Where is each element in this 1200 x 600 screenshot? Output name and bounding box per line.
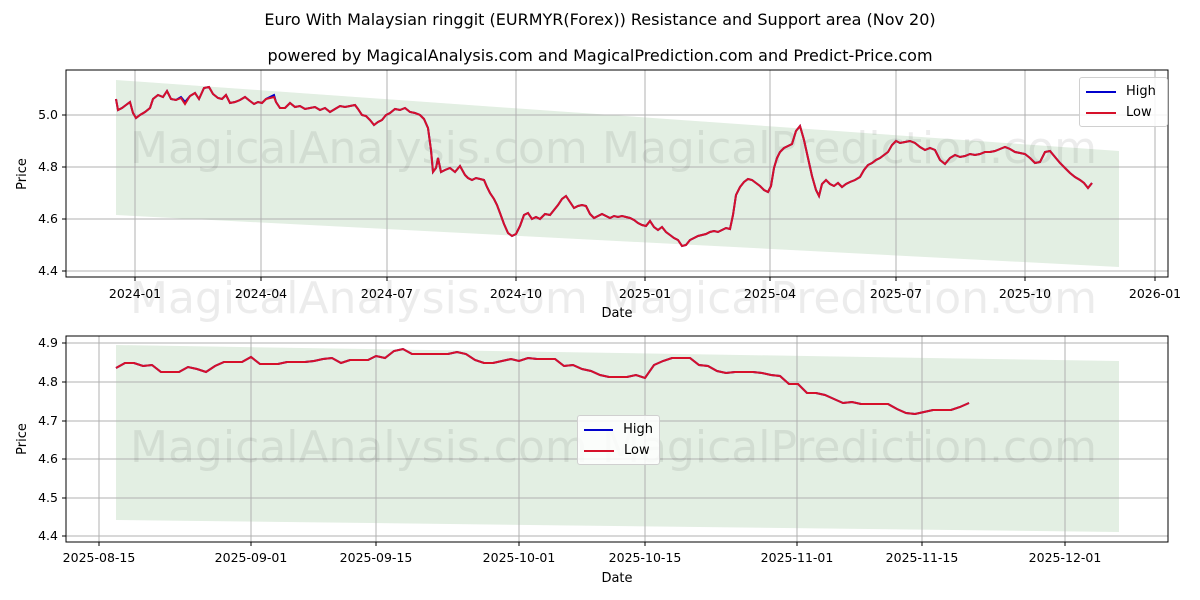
top-support-resistance-band [116, 80, 1119, 267]
top-xtick: 2026-01 [1129, 286, 1181, 301]
watermark-analysis: MagicalAnalysis.com [130, 123, 588, 174]
legend-entry-low: Low [584, 440, 653, 461]
bottom-xtick: 2025-10-01 [483, 550, 556, 565]
bottom-xtick: 2025-09-01 [215, 550, 288, 565]
bottom-legend: High Low [577, 415, 660, 465]
low-swatch-icon [1086, 111, 1116, 114]
bottom-xtick: 2025-11-01 [761, 550, 834, 565]
top-grid [66, 70, 1168, 277]
legend-entry-low: Low [1086, 102, 1161, 123]
bottom-ytick: 4.4 [38, 528, 58, 543]
top-low-line [115, 85, 1093, 248]
bottom-low-line [115, 347, 970, 416]
bottom-xtick: 2025-08-15 [63, 550, 136, 565]
bottom-xtick: 2025-09-15 [340, 550, 413, 565]
watermark-prediction-lower: MagicalPrediction.com [602, 273, 1097, 324]
bottom-xtick: 2025-10-15 [609, 550, 682, 565]
top-xtick: 2024-01 [109, 286, 161, 301]
legend-entry-high: High [1086, 81, 1161, 102]
top-xtick: 2025-04 [744, 286, 796, 301]
watermark-analysis-lower: MagicalAnalysis.com [130, 273, 588, 324]
low-swatch-icon [584, 449, 614, 452]
legend-label-high: High [623, 422, 653, 437]
bottom-xtick: 2025-11-15 [886, 550, 959, 565]
bottom-ytick: 4.8 [38, 374, 58, 389]
top-xtick: 2024-07 [361, 286, 413, 301]
legend-label-low: Low [624, 443, 650, 458]
watermark-analysis-bottom: MagicalAnalysis.com [130, 422, 588, 473]
bottom-ytick: 4.6 [38, 451, 58, 466]
top-xtick: 2025-07 [870, 286, 922, 301]
top-ytick: 5.0 [38, 107, 58, 122]
bottom-xaxis-label: Date [601, 571, 632, 586]
top-xtick: 2025-10 [999, 286, 1051, 301]
top-ytick: 4.6 [38, 211, 58, 226]
legend-label-low: Low [1126, 105, 1152, 120]
watermark-prediction-bottom: MagicalPrediction.com [602, 422, 1097, 473]
bottom-xtick: 2025-12-01 [1029, 550, 1102, 565]
high-swatch-icon [584, 428, 614, 431]
top-xtick: 2024-04 [235, 286, 287, 301]
bottom-ytick: 4.5 [38, 490, 58, 505]
bottom-ytick: 4.9 [38, 335, 58, 350]
legend-label-high: High [1126, 84, 1156, 99]
top-ytick: 4.4 [38, 263, 58, 278]
bottom-yaxis-label: Price [15, 423, 30, 455]
chart-title: Euro With Malaysian ringgit (EURMYR(Fore… [264, 10, 936, 29]
top-legend: High Low [1079, 77, 1168, 127]
top-yaxis-label: Price [15, 158, 30, 190]
bottom-ytick: 4.7 [38, 413, 58, 428]
bottom-axes-frame [65, 335, 1169, 543]
top-xaxis-label: Date [601, 306, 632, 321]
chart-subtitle: powered by MagicalAnalysis.com and Magic… [267, 46, 933, 65]
top-axes-frame [65, 69, 1169, 278]
top-xtick: 2024-10 [490, 286, 542, 301]
top-ytick: 4.8 [38, 159, 58, 174]
high-swatch-icon [1086, 90, 1116, 93]
legend-entry-high: High [584, 419, 653, 440]
top-xtick: 2025-01 [619, 286, 671, 301]
top-chart: MagicalAnalysis.com MagicalPrediction.co… [15, 69, 1181, 324]
watermark-prediction: MagicalPrediction.com [602, 123, 1097, 174]
